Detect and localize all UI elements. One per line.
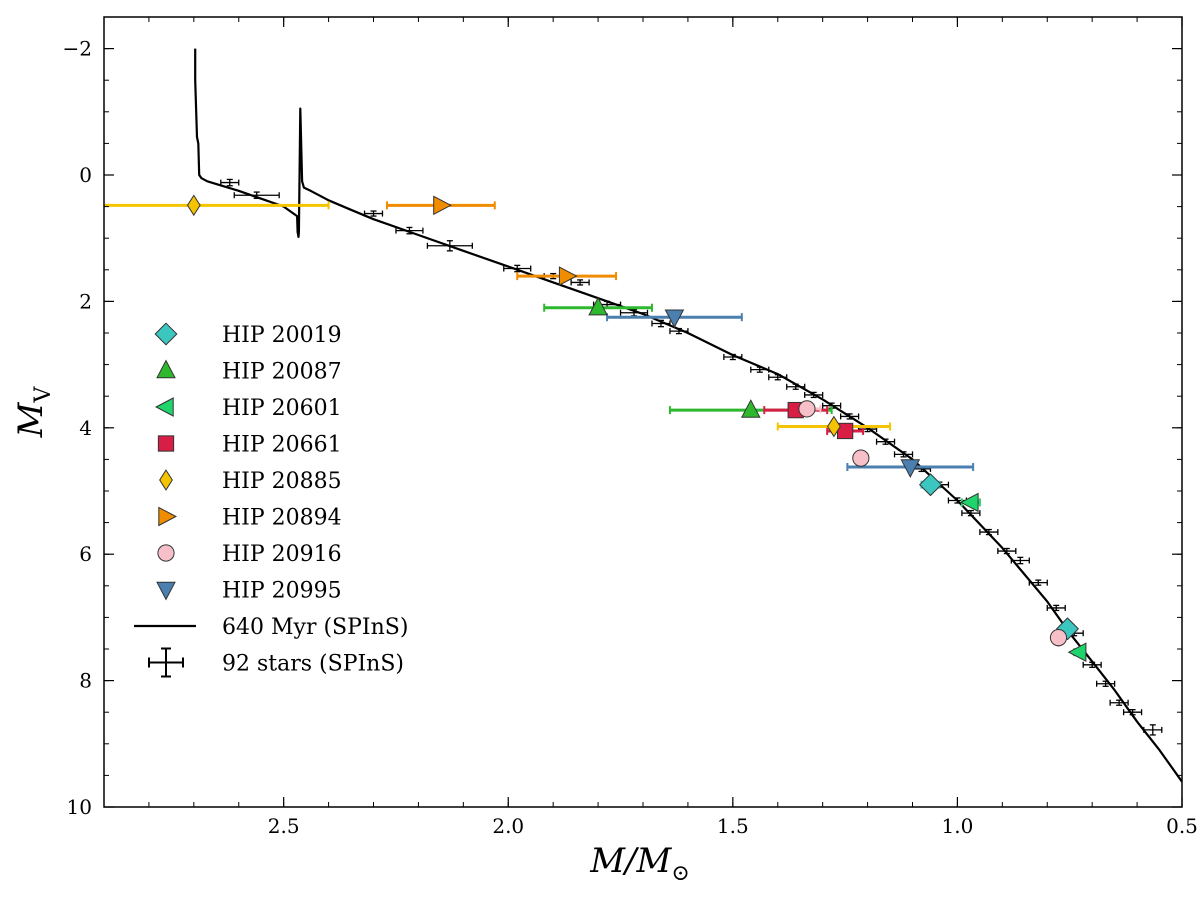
hip-20019-point	[918, 473, 943, 497]
legend-entry-92-stars-spins: 92 stars (SPInS)	[148, 647, 404, 678]
x-tick-label: 2.5	[268, 814, 300, 838]
reference-star-point	[570, 279, 590, 286]
y-axis-label: MV	[11, 386, 56, 439]
y-axis-label-sub: V	[31, 386, 56, 404]
hip-20601-point	[959, 492, 979, 513]
hip-20894-point	[558, 266, 578, 286]
reference-star-point	[961, 509, 981, 517]
reference-star-point	[651, 319, 671, 328]
reference-star-point	[839, 413, 860, 420]
x-tick-label: 1.0	[942, 814, 974, 838]
hip-20916-point	[798, 400, 816, 418]
legend-entry-hip-20894: HIP 20894	[158, 506, 342, 531]
x-tick-label: 1.5	[717, 814, 749, 838]
y-tick-label: 2	[79, 289, 92, 313]
legend-marker-swatch	[157, 544, 175, 562]
reference-star-point	[669, 327, 689, 335]
x-axis-label-num: M/	[589, 841, 640, 881]
legend-label: HIP 20894	[222, 506, 342, 531]
hip-20995-point	[664, 309, 685, 329]
reference-star-point	[1046, 604, 1066, 612]
reference-star-point	[233, 191, 280, 200]
reference-star-point	[1028, 579, 1048, 586]
legend-label: HIP 20087	[222, 360, 342, 385]
legend-entry-hip-20087: HIP 20087	[156, 359, 342, 385]
y-tick-label: 8	[79, 669, 92, 693]
reference-star-point	[768, 374, 788, 381]
legend-label: HIP 20885	[222, 469, 342, 494]
reference-star-point	[1010, 556, 1030, 565]
reference-star-point	[503, 264, 532, 273]
legend-entry-hip-20601: HIP 20601	[155, 396, 342, 421]
y-tick-label: 10	[67, 795, 92, 819]
legend-marker-swatch	[154, 322, 178, 346]
hip-20916-point	[852, 449, 870, 467]
reference-star-point	[363, 210, 384, 217]
legend-marker-swatch	[157, 435, 175, 452]
legend-label: 92 stars (SPInS)	[222, 652, 404, 677]
legend-label: HIP 20661	[222, 433, 342, 458]
legend-marker-swatch	[155, 397, 174, 417]
legend-entry-hip-20019: HIP 20019	[154, 322, 342, 348]
hip-20885-point	[827, 415, 841, 438]
reference-star-point	[786, 383, 806, 390]
reference-star-point	[1143, 724, 1163, 736]
legend-marker-swatch	[156, 581, 176, 601]
reference-star-point	[723, 353, 743, 361]
plot-content	[104, 48, 1182, 783]
legend-entry-hip-20995: HIP 20995	[156, 579, 342, 604]
x-tick-label: 0.5	[1166, 814, 1198, 838]
x-tick-label: 2.0	[492, 814, 524, 838]
legend-entry-hip-20661: HIP 20661	[157, 433, 342, 458]
hip-20087-point	[588, 296, 608, 316]
legend-marker-swatch	[159, 469, 173, 491]
x-axis-label-sub: ⊙	[671, 861, 689, 886]
x-axis-label: M/M⊙	[589, 841, 690, 886]
isochrone-line	[194, 48, 1182, 783]
legend-label: HIP 20916	[222, 542, 342, 567]
legend-label: 640 Myr (SPInS)	[222, 615, 408, 640]
legend-label: HIP 20995	[222, 579, 342, 604]
reference-star-point	[220, 178, 240, 187]
y-tick-label: 4	[79, 416, 92, 440]
hip-20601-point	[1067, 642, 1087, 663]
y-tick-label: −2	[63, 37, 92, 61]
reference-star-point	[395, 226, 424, 235]
reference-star-point	[750, 366, 770, 373]
hip-20995-point	[900, 459, 921, 478]
reference-star-point	[1122, 709, 1143, 716]
reference-star-point	[875, 438, 896, 445]
legend-label: HIP 20019	[222, 323, 342, 348]
legend-entry-640-myr-spins: 640 Myr (SPInS)	[134, 615, 408, 640]
plot-area	[104, 48, 1182, 783]
y-tick-label: 6	[79, 542, 92, 566]
legend-entry-hip-20916: HIP 20916	[157, 542, 342, 567]
hip-20885-point	[186, 194, 201, 217]
legend-marker-swatch	[156, 359, 176, 379]
reference-star-point	[979, 528, 999, 536]
reference-star-point	[1109, 699, 1129, 706]
hip-20916-point	[1049, 629, 1068, 647]
reference-star-point	[1096, 680, 1116, 687]
reference-star-point	[804, 391, 824, 399]
y-tick-label: 0	[79, 163, 92, 187]
x-axis-label-den: M	[636, 841, 673, 881]
legend-marker-swatch	[158, 506, 177, 527]
axes: 2.5 2.0 1.5 1.0 0.5 −2 0 2 4 6 8 10	[63, 16, 1198, 838]
legend: HIP 20019 HIP 20087 HIP 20601 HIP 20661 HIP …	[134, 322, 408, 678]
legend-label: HIP 20601	[222, 396, 342, 421]
reference-star-point	[893, 451, 914, 458]
hip-20894-point	[433, 195, 452, 216]
y-axis-label-main: M	[11, 401, 51, 438]
hip-20087-point	[740, 399, 761, 418]
legend-entry-hip-20885: HIP 20885	[159, 469, 342, 494]
reference-star-point	[426, 240, 473, 252]
reference-star-point	[997, 547, 1017, 555]
reference-star-point	[1082, 661, 1102, 668]
